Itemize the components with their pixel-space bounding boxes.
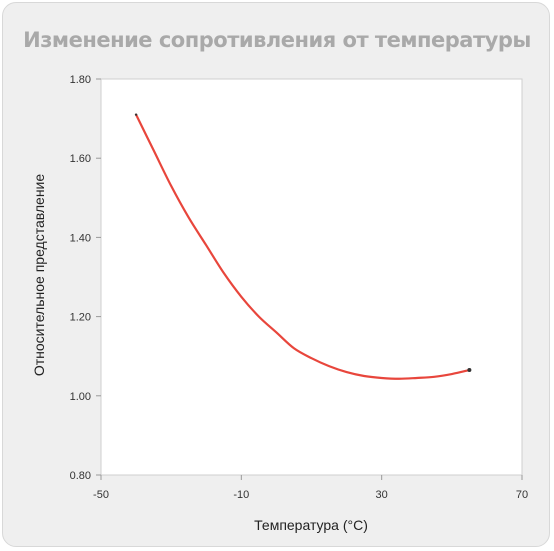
series-layer: [134, 113, 472, 380]
y-axis-title: Относительное представление: [31, 174, 47, 377]
series-start-point: [134, 113, 138, 116]
y-tick-label: 1.80: [70, 74, 91, 86]
chart-title: Изменение сопротивления от температуры: [23, 28, 531, 52]
x-tick-label: -50: [93, 489, 109, 501]
x-tick-label: -10: [233, 489, 249, 501]
x-tick-label: 70: [516, 489, 528, 501]
y-tick-label: 1.60: [70, 153, 91, 165]
axis-ticks: 0.80 1.00 1.20 1.40 1.60 1.80 -50 -10 30 70: [70, 74, 529, 501]
series-line: [134, 113, 471, 380]
series-end-point: [467, 368, 472, 373]
y-tick-label: 1.20: [70, 312, 91, 324]
plot-area: [100, 78, 523, 476]
y-tick-label: 0.80: [70, 470, 91, 482]
x-tick-label: 30: [376, 489, 388, 501]
x-axis-title: Температура (°C): [254, 517, 368, 533]
y-tick-label: 1.00: [70, 391, 91, 403]
y-tick-label: 1.40: [70, 232, 91, 244]
